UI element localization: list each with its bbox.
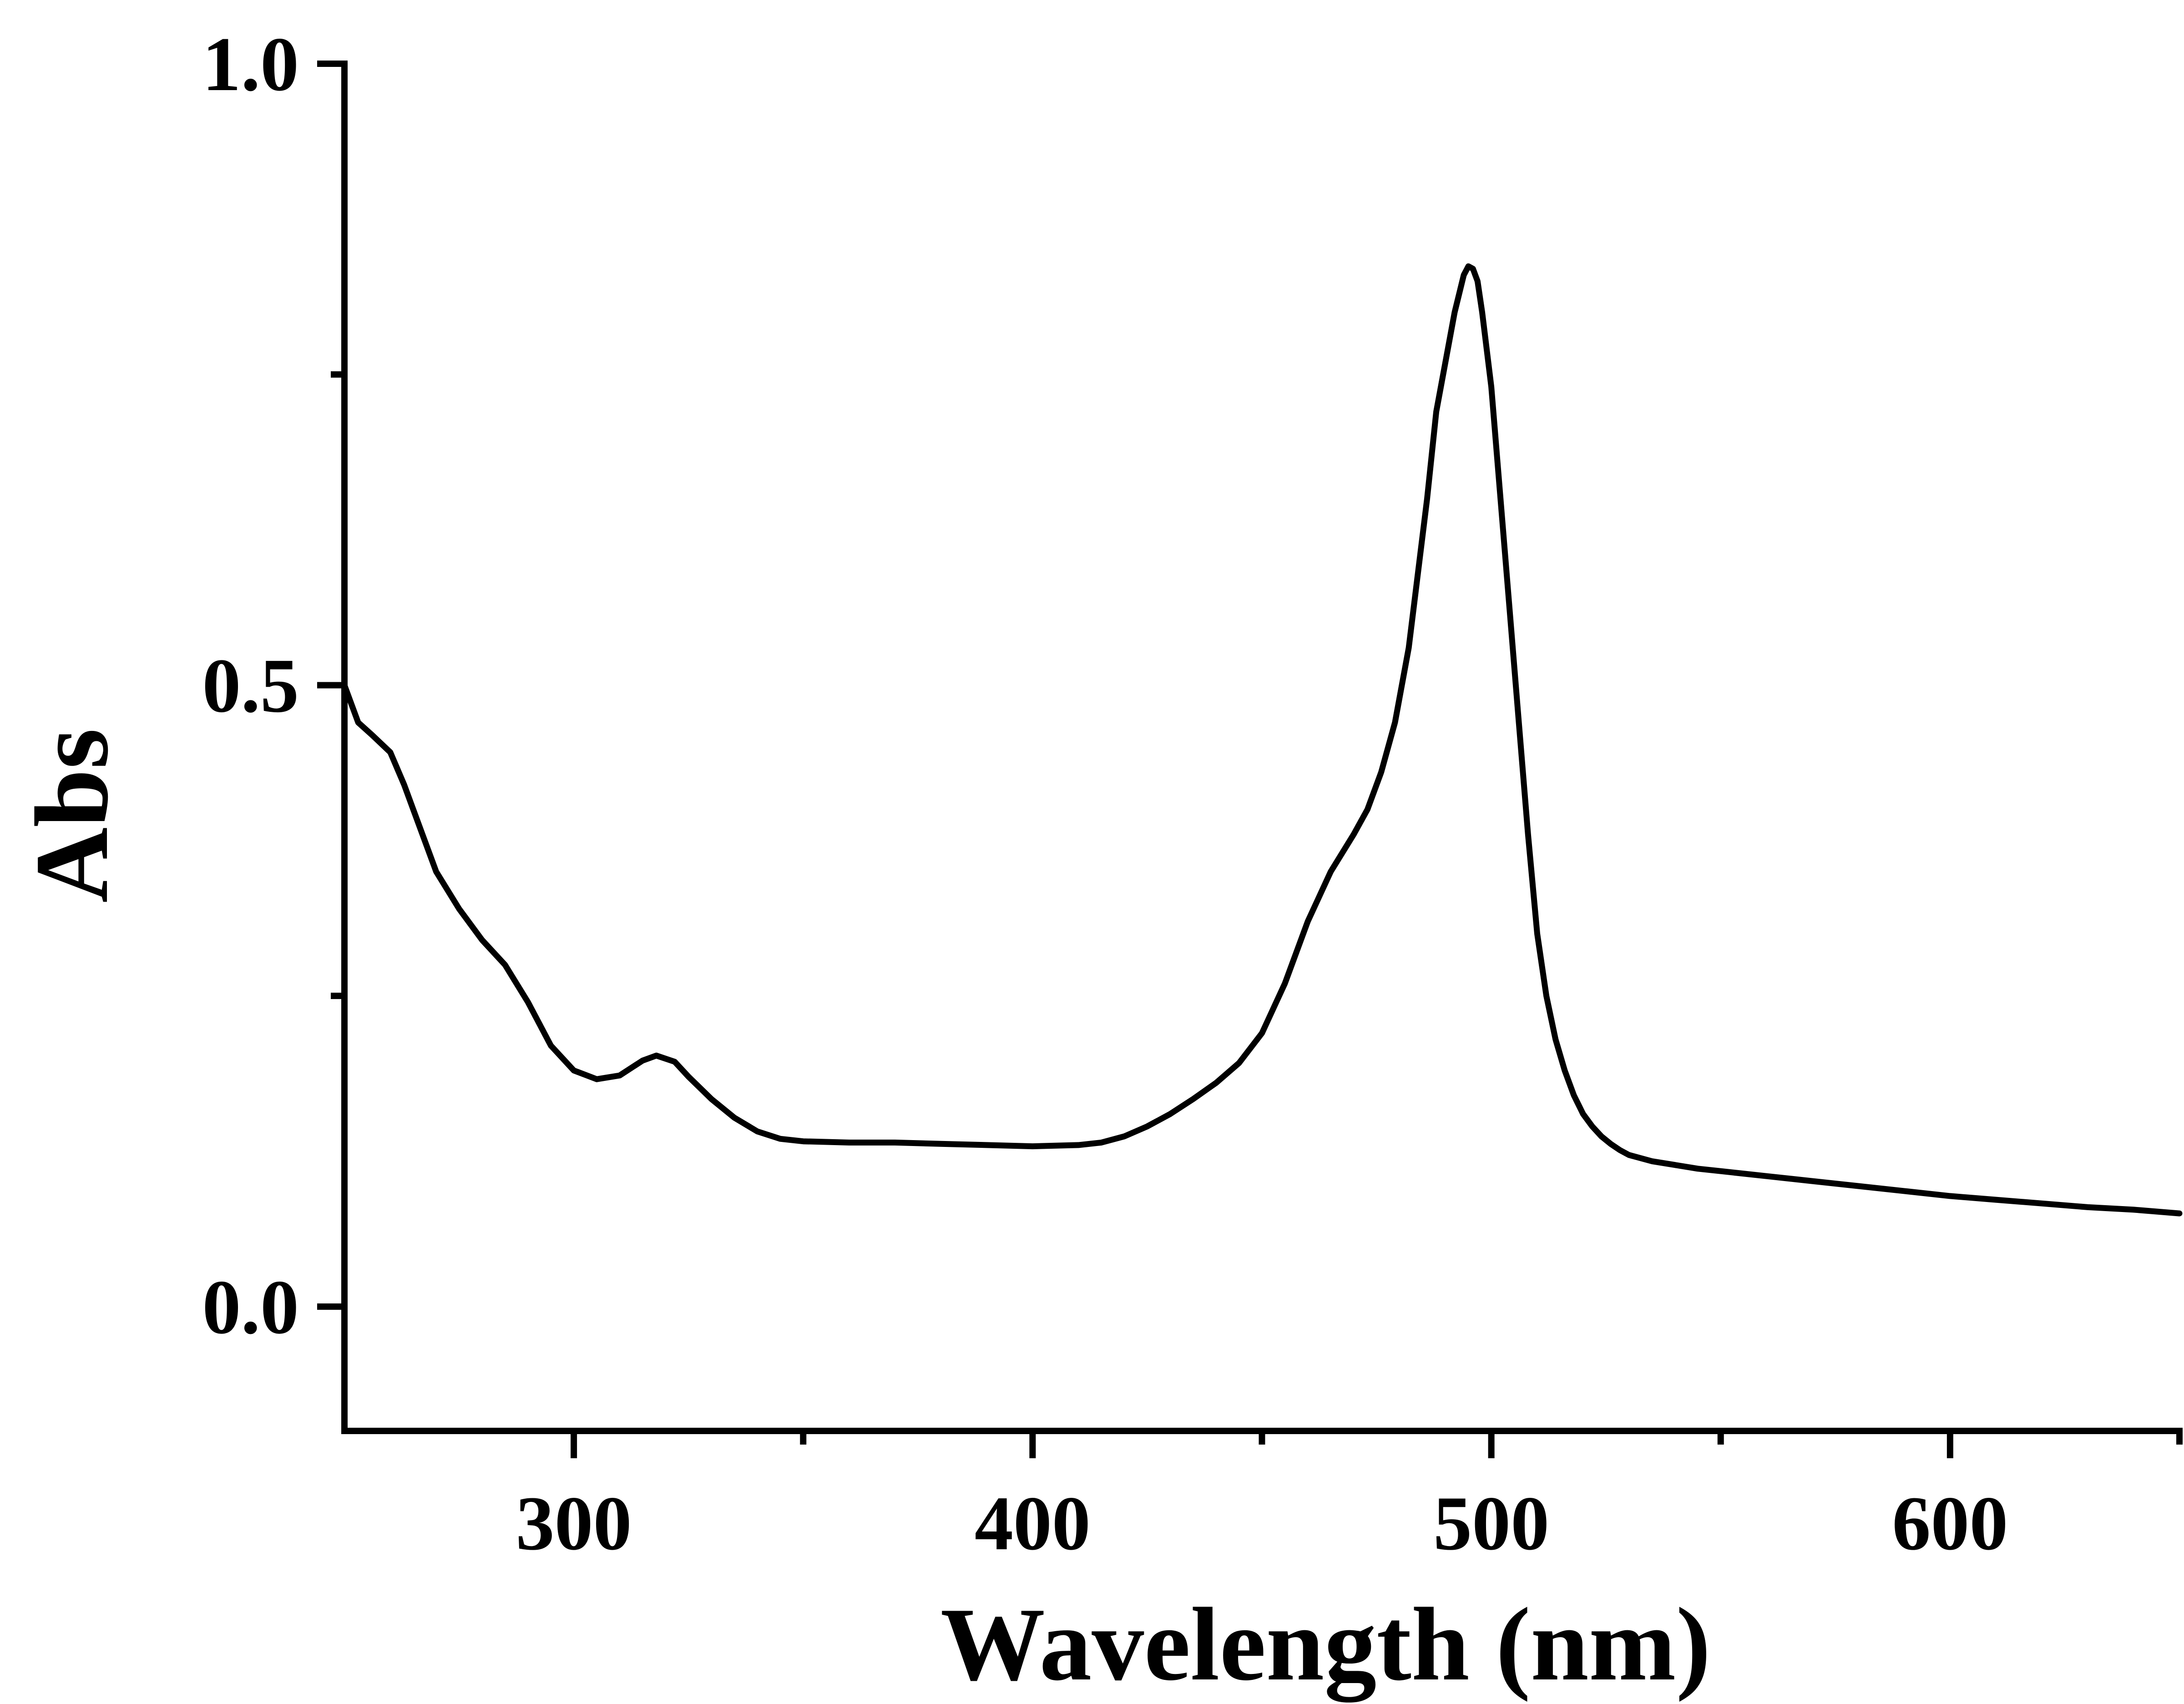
x-tick-label: 300	[516, 1481, 632, 1566]
y-tick-label: 0.5	[202, 643, 299, 728]
x-axis-title: Wavelength (nm)	[940, 1586, 1711, 1703]
x-tick-label: 500	[1433, 1481, 1549, 1566]
y-axis-title: Abs	[14, 728, 130, 903]
y-tick-label: 1.0	[202, 21, 299, 107]
x-tick-label: 600	[1892, 1481, 2008, 1566]
absorbance-curve	[341, 263, 2183, 1217]
x-axis-ticks: 300 400 500 600	[516, 1431, 2183, 1566]
y-axis-ticks: 0.0 0.5 1.0	[202, 21, 344, 1350]
y-tick-label: 0.0	[202, 1264, 299, 1350]
x-tick-label: 400	[975, 1481, 1091, 1566]
